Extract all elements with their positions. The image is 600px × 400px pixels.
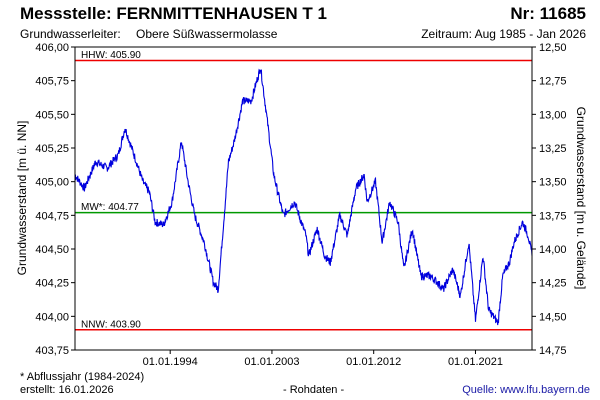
y-tick-label-left: 404,25 <box>35 278 69 290</box>
y-tick-label-right: 14,00 <box>539 244 567 256</box>
footer-created: erstellt: 16.01.2026 <box>20 384 114 396</box>
footer-rawdata: - Rohdaten - <box>283 384 345 396</box>
x-tick-label: 01.01.1994 <box>143 356 198 368</box>
period-label: Zeitraum: Aug 1985 - Jan 2026 <box>421 27 586 41</box>
footer-note: * Abflussjahr (1984-2024) <box>20 371 145 383</box>
y-tick-label-right: 14,25 <box>539 278 567 290</box>
reference-line-label: HHW: 405.90 <box>81 50 141 61</box>
y-axis-label-left: Grundwasserstand [m ü. NN] <box>15 121 29 276</box>
x-tick-label: 01.01.2003 <box>244 356 299 368</box>
y-axis-label-right: Grundwasserstand [m u. Gelände] <box>574 107 588 290</box>
y-tick-label-right: 13,50 <box>539 177 567 189</box>
station-number: Nr: 11685 <box>510 4 586 23</box>
page-title: Messstelle: FERNMITTENHAUSEN T 1 <box>20 4 327 23</box>
y-tick-label-right: 13,00 <box>539 109 567 121</box>
reference-line-label: NNW: 403.90 <box>81 319 141 330</box>
y-tick-label-left: 405,75 <box>35 76 69 88</box>
aquifer-label: Grundwasserleiter: <box>20 27 121 41</box>
reference-line-label: MW*: 404.77 <box>81 202 139 213</box>
y-tick-label-right: 14,50 <box>539 311 567 323</box>
y-tick-label-right: 12,50 <box>539 42 567 54</box>
y-tick-label-right: 12,75 <box>539 76 567 88</box>
y-tick-label-left: 405,50 <box>35 109 69 121</box>
reference-lines: HHW: 405.90 MW*: 404.77 NNW: 403.90 <box>75 50 532 331</box>
y-tick-label-right: 13,75 <box>539 210 567 222</box>
source-link[interactable]: Quelle: www.lfu.bayern.de <box>462 384 590 396</box>
aquifer-value: Obere Süßwassermolasse <box>136 27 278 41</box>
y-tick-label-left: 405,25 <box>35 143 69 155</box>
y-tick-label-left: 404,50 <box>35 244 69 256</box>
y-tick-label-right: 13,25 <box>539 143 567 155</box>
x-axis: 01.01.1994 01.01.2003 01.01.2012 01.01.2021 <box>143 350 503 368</box>
y-tick-label-left: 405,00 <box>35 177 69 189</box>
y-tick-label-left: 404,00 <box>35 311 69 323</box>
plot-frame <box>74 46 533 351</box>
y-tick-label-left: 403,75 <box>35 345 69 357</box>
x-tick-label: 01.01.2012 <box>346 356 401 368</box>
y-tick-label-right: 14,75 <box>539 345 567 357</box>
y-axis-right: 12,50 12,75 13,00 13,25 13,50 13,75 14,00 14,25… <box>532 42 567 357</box>
series-line <box>74 68 533 326</box>
x-tick-label: 01.01.2021 <box>448 356 503 368</box>
y-axis-left: 406,00 405,75 405,50 405,25 405,00 404,75 404,… <box>35 42 75 357</box>
y-tick-label-left: 404,75 <box>35 210 69 222</box>
y-tick-label-left: 406,00 <box>35 42 69 54</box>
